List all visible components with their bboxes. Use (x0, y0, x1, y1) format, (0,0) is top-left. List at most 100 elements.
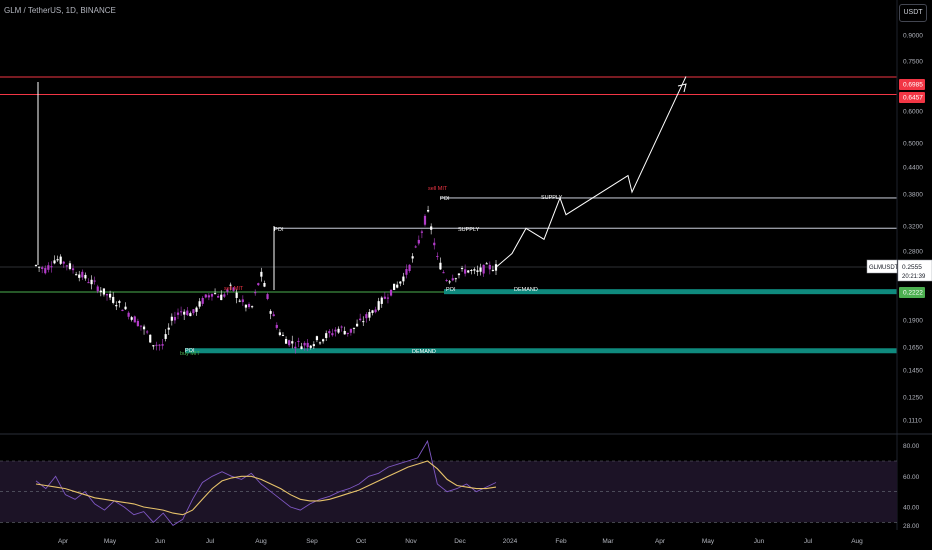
time-tick: Apr (58, 538, 69, 545)
candle-body (423, 215, 427, 225)
candle-body (383, 296, 386, 299)
candle-body (275, 324, 278, 328)
projection-path (495, 76, 687, 268)
time-tick: Jul (206, 538, 215, 545)
candle-body (260, 271, 263, 277)
candle-body (90, 279, 93, 285)
rsi-tick: 60.00 (903, 474, 920, 481)
annotation-poi: POI (446, 287, 456, 293)
candle-body (377, 301, 380, 310)
candle-body (386, 297, 390, 299)
candle-body (494, 264, 498, 271)
candle-body (112, 296, 115, 303)
candle-body (352, 327, 356, 329)
candle-body (152, 345, 155, 347)
candle-body (198, 301, 201, 307)
candle-body (223, 294, 226, 297)
candle-body (204, 294, 207, 298)
candle-body (139, 325, 143, 327)
price-tick: 0.1110 (903, 418, 922, 425)
candle-body (44, 268, 47, 274)
candle-body (368, 312, 371, 318)
annotation-sell-mit: sell MIT (428, 186, 448, 192)
candle-body (130, 317, 133, 320)
annotation-poi: POI (274, 227, 284, 233)
annotation-poi: POI (185, 348, 195, 354)
price-tick: 0.1450 (903, 368, 923, 375)
candle-body (232, 287, 235, 291)
price-tick: 0.1900 (903, 318, 923, 325)
price-tick: 0.7500 (903, 59, 923, 66)
candle-body (442, 272, 445, 274)
candle-body (226, 289, 229, 292)
candle-body (65, 265, 68, 267)
candle-body (491, 269, 495, 271)
current-price-value: 0.2555 (902, 264, 922, 271)
candle-body (173, 317, 177, 321)
candle-body (300, 346, 303, 350)
support-price-label: 0.2222 (903, 290, 923, 297)
demand-zone-lower (185, 348, 897, 354)
candle-body (402, 276, 405, 282)
currency-button[interactable]: USDT (899, 4, 927, 22)
candle-body (96, 286, 99, 292)
candle-body (291, 341, 294, 344)
candle-body (81, 271, 84, 278)
time-tick: Aug (851, 538, 863, 545)
candle-body (87, 282, 90, 284)
candle-body (186, 310, 189, 316)
annotation-buy-mit: buy MIT (180, 351, 201, 357)
candle-body (59, 256, 62, 264)
price-tick: 0.9000 (903, 33, 923, 40)
candle-body (220, 294, 223, 301)
candle-body (62, 261, 65, 264)
symbol-label: GLMUSDT (869, 265, 899, 271)
rsi-tick: 80.00 (903, 443, 920, 450)
candle-body (254, 292, 257, 294)
candle-body (247, 303, 251, 308)
annotation-poi: POI (440, 196, 450, 202)
price-tick: 0.3200 (903, 224, 923, 231)
candle-body (445, 280, 448, 282)
candle-body (269, 311, 272, 314)
candle-body (133, 316, 136, 323)
candle-body (75, 274, 78, 276)
candle-body (482, 264, 485, 274)
time-tick: Feb (555, 538, 567, 545)
candle-body (266, 294, 269, 299)
candle-body (325, 333, 328, 338)
candle-body (374, 309, 377, 313)
candle-body (309, 345, 312, 348)
candle-body (294, 346, 297, 349)
candle-body (213, 293, 217, 295)
candle-body (288, 340, 291, 346)
price-tick: 0.1250 (903, 395, 923, 402)
candle-body (108, 293, 112, 298)
candle-body (195, 307, 198, 312)
candle-body (207, 295, 210, 298)
candle-body (479, 267, 482, 272)
candle-body (464, 269, 467, 274)
price-tick: 0.2800 (903, 249, 923, 256)
time-tick: May (104, 538, 117, 545)
time-tick: Jun (155, 538, 166, 545)
annotation-supply: SUPPLY (458, 227, 480, 233)
price-tick: 0.5000 (903, 141, 923, 148)
current-price-box (897, 259, 932, 282)
candle-body (244, 304, 248, 308)
candle-body (217, 295, 220, 298)
annotation-supply: SUPPLY (541, 195, 563, 201)
candle-body (430, 226, 433, 230)
candle-body (210, 293, 214, 297)
candles-layer (34, 205, 498, 354)
candle-body (454, 278, 457, 280)
time-tick: Nov (405, 538, 417, 545)
levels-layer (0, 76, 897, 354)
candle-body (485, 263, 488, 265)
candle-body (164, 334, 167, 339)
candle-body (359, 318, 362, 321)
candle-body (303, 342, 306, 346)
annotation-demand: DEMAND (412, 349, 436, 355)
time-tick: Sep (306, 538, 318, 545)
